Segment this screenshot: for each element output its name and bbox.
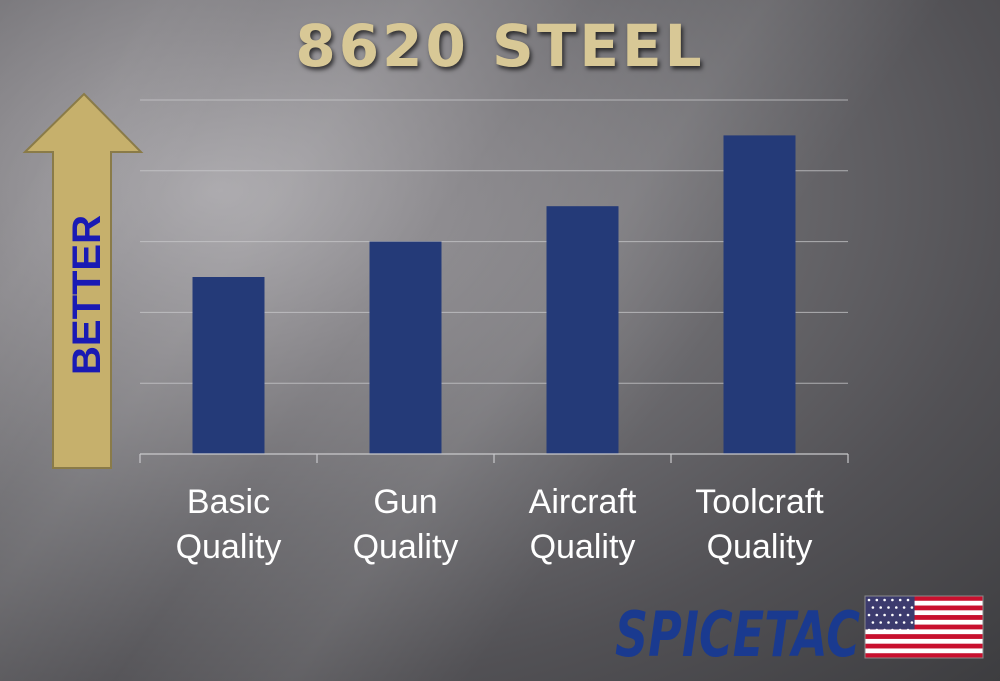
flag-star — [883, 613, 886, 617]
logo-wordmark: SPICETAC — [615, 598, 860, 668]
flag-star — [902, 621, 906, 624]
flag-star — [895, 606, 898, 609]
flag-star — [875, 598, 879, 602]
category-label-3: Aircraft Quality — [528, 483, 637, 566]
flag-stripe — [865, 629, 983, 635]
flag-star — [906, 598, 910, 602]
flag-star — [883, 628, 886, 632]
flag-stripe — [865, 653, 983, 659]
bars — [192, 135, 796, 454]
flag-stripe — [865, 605, 983, 611]
flag-stripe — [865, 610, 983, 616]
better-arrow-shape — [22, 92, 144, 469]
flag-star — [867, 613, 871, 617]
flag-star — [883, 598, 886, 602]
spicetac-logo: SPICETAC — [615, 588, 990, 673]
flag-stripe — [865, 624, 983, 630]
flag-star — [898, 613, 902, 617]
flag-stripe — [865, 619, 983, 625]
flag-star — [887, 621, 890, 624]
flag-stripe — [865, 643, 983, 649]
flag-star — [891, 628, 894, 632]
flag-star — [902, 606, 906, 609]
chart-title: 8620 STEEL — [295, 12, 705, 80]
flag-stripe — [865, 634, 983, 640]
flag-star — [875, 628, 879, 632]
flag-star — [871, 606, 875, 609]
flag-star — [891, 598, 894, 602]
flag-star — [910, 606, 914, 609]
category-label-1: Basic Quality — [175, 483, 282, 566]
flag-star — [879, 606, 882, 609]
flag-star — [895, 621, 898, 624]
bar-1 — [192, 277, 265, 454]
flag-canton — [865, 596, 915, 630]
flag-stripe — [865, 648, 983, 654]
flag-star — [887, 606, 890, 609]
flag-border — [864, 595, 984, 659]
y-axis-label: BETTER — [65, 215, 109, 375]
flag-star — [891, 613, 894, 617]
category-label-2: Gun Quality — [352, 483, 459, 566]
bar-3 — [546, 206, 619, 454]
category-label-4: Toolcraft Quality — [695, 483, 824, 566]
flag-star — [867, 628, 871, 632]
better-arrow-icon: BETTER — [22, 92, 144, 469]
bar-4 — [723, 135, 796, 454]
flag-stripe — [865, 615, 983, 621]
flag-stripe — [865, 600, 983, 606]
flag-stripe — [865, 638, 983, 644]
flag-star — [910, 621, 914, 624]
flag-star — [867, 598, 871, 602]
flag-star — [871, 621, 875, 624]
bar-2 — [369, 241, 442, 454]
flag-star — [875, 613, 879, 617]
flag-star — [879, 621, 882, 624]
flag-stripe — [865, 596, 983, 602]
flag-star — [898, 628, 902, 632]
us-flag-icon — [864, 595, 984, 659]
flag-star — [898, 598, 902, 602]
flag-star — [906, 613, 910, 617]
logo-graphic: SPICETAC — [615, 595, 984, 671]
flag-star — [906, 628, 910, 632]
x-axis — [139, 453, 849, 463]
